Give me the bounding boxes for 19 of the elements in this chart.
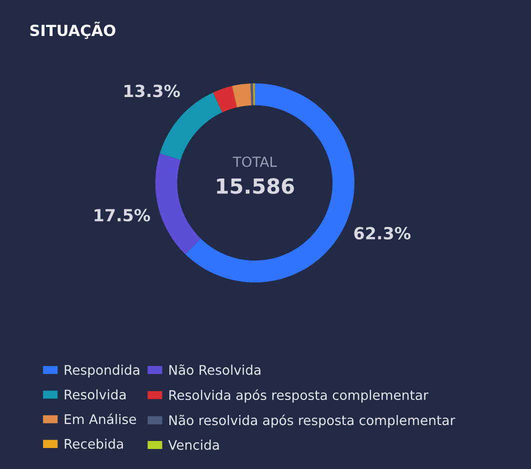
data-label: 17.5% (94, 208, 150, 222)
donut-slice (232, 83, 252, 108)
data-label: 13.3% (124, 84, 180, 98)
text: 15.586 (217, 178, 294, 194)
legend-label: Resolvida (64, 389, 126, 400)
donut-slice (155, 153, 201, 254)
donut-slice (185, 83, 354, 282)
donut-slice (250, 83, 254, 106)
legend-label: Não Resolvida (169, 364, 260, 375)
donut-slice (213, 86, 237, 112)
data-label: 62.3% (354, 226, 411, 240)
legend-label: Resolvida após resposta complementar (169, 389, 428, 403)
chart-title: SITUAÇÃO (30, 22, 116, 39)
legend-label: Não resolvida após resposta complementar (169, 414, 456, 428)
text: TOTAL (232, 156, 277, 168)
legend-label: Em Análise (64, 413, 136, 424)
legend-label: Recebida (64, 438, 123, 449)
legend-label: Respondida (64, 364, 140, 378)
legend-label: Vencida (168, 440, 219, 450)
